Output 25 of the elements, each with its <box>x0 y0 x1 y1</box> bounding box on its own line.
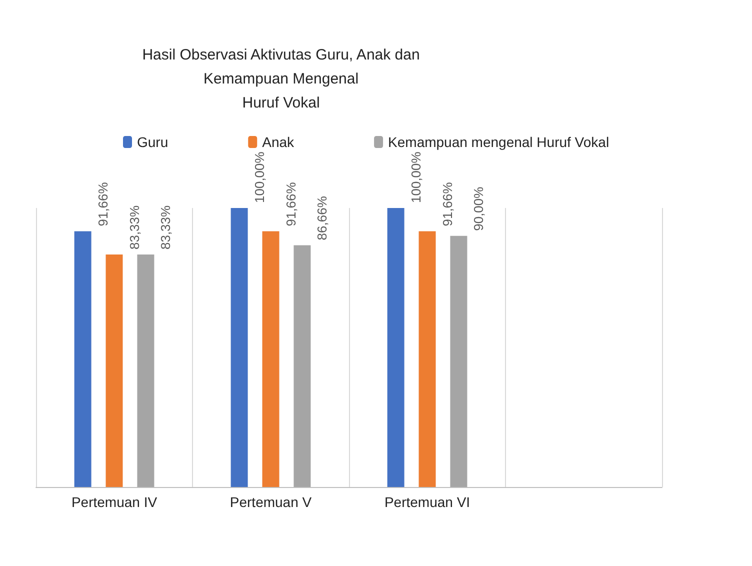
data-label: 100,00% <box>252 151 267 203</box>
chart-title: Hasil Observasi Aktivutas Guru, Anak dan Kemampuan Mengenal Huruf Vokal <box>142 46 420 112</box>
data-label: 91,66% <box>95 182 110 226</box>
bar <box>74 231 92 487</box>
legend-label: Kemampuan mengenal Huruf Vokal <box>388 134 610 150</box>
bar <box>137 254 154 487</box>
bar <box>262 231 280 487</box>
legend-label: Guru <box>137 134 168 150</box>
data-label: 90,00% <box>471 186 486 231</box>
data-label: 83,33% <box>158 204 174 250</box>
data-label: 91,66% <box>440 182 455 226</box>
x-tick-label: Pertemuan IV <box>71 494 158 510</box>
bar <box>387 208 404 487</box>
x-tick-label: Pertemuan V <box>230 494 312 510</box>
bar <box>230 208 248 487</box>
data-label: 83,33% <box>126 204 142 250</box>
legend-label: Anak <box>262 134 296 150</box>
data-label: 91,66% <box>283 182 298 226</box>
bar <box>294 245 311 487</box>
data-label: 86,66% <box>314 196 330 240</box>
bar <box>418 231 436 487</box>
x-tick-label: Pertemuan VI <box>384 494 470 510</box>
bar <box>106 254 123 487</box>
data-label: 100,00% <box>408 151 424 203</box>
bar <box>450 236 468 487</box>
